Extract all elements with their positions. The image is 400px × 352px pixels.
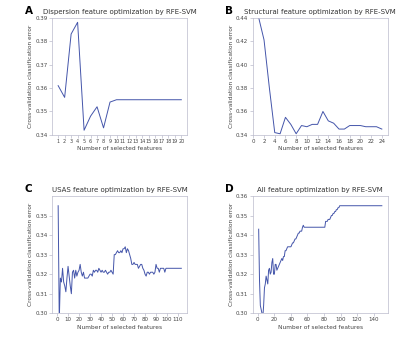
Y-axis label: Cross-validation classification error: Cross-validation classification error: [28, 203, 34, 306]
Title: Structural feature optimization by RFE-SVM: Structural feature optimization by RFE-S…: [244, 9, 396, 15]
X-axis label: Number of selected features: Number of selected features: [278, 146, 363, 151]
X-axis label: Number of selected features: Number of selected features: [77, 146, 162, 151]
Title: All feature optimization by RFE-SVM: All feature optimization by RFE-SVM: [257, 188, 383, 194]
Y-axis label: Cross-validation classification error: Cross-validation classification error: [229, 203, 234, 306]
Text: C: C: [25, 184, 32, 194]
Y-axis label: Cross-validation classification error: Cross-validation classification error: [229, 25, 234, 128]
Y-axis label: Cross-validation classification error: Cross-validation classification error: [28, 25, 34, 128]
X-axis label: Number of selected features: Number of selected features: [278, 325, 363, 329]
Title: USAS feature optimization by RFE-SVM: USAS feature optimization by RFE-SVM: [52, 188, 188, 194]
Title: Dispersion feature optimization by RFE-SVM: Dispersion feature optimization by RFE-S…: [43, 9, 197, 15]
Text: B: B: [226, 6, 234, 16]
Text: A: A: [25, 6, 33, 16]
X-axis label: Number of selected features: Number of selected features: [77, 325, 162, 329]
Text: D: D: [226, 184, 234, 194]
